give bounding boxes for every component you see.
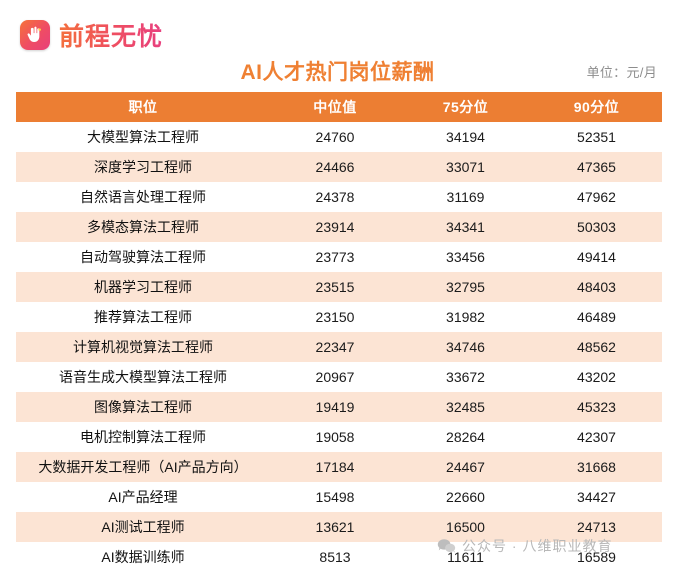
job-title-cell: 深度学习工程师 [16, 152, 270, 182]
p75-value-cell: 28264 [400, 422, 531, 452]
p75-value-cell: 11611 [400, 542, 531, 568]
p75-value-cell: 31169 [400, 182, 531, 212]
table-row: 大数据开发工程师（AI产品方向） 17184 24467 31668 [16, 452, 662, 482]
median-value-cell: 17184 [270, 452, 400, 482]
job-title-cell: 电机控制算法工程师 [16, 422, 270, 452]
p90-value-cell: 46489 [531, 302, 662, 332]
job-title-cell: 大数据开发工程师（AI产品方向） [16, 452, 270, 482]
job-title-cell: 推荐算法工程师 [16, 302, 270, 332]
p75-value-cell: 33071 [400, 152, 531, 182]
p75-value-cell: 32795 [400, 272, 531, 302]
column-header-median: 中位值 [270, 92, 400, 122]
table-row: AI数据训练师 8513 11611 16589 [16, 542, 662, 568]
median-value-cell: 19058 [270, 422, 400, 452]
table-row: 深度学习工程师 24466 33071 47365 [16, 152, 662, 182]
page-title: AI人才热门岗位薪酬 [240, 61, 435, 84]
column-header-p90: 90分位 [531, 92, 662, 122]
median-value-cell: 19419 [270, 392, 400, 422]
table-row: 自然语言处理工程师 24378 31169 47962 [16, 182, 662, 212]
column-header-p75: 75分位 [400, 92, 531, 122]
median-value-cell: 20967 [270, 362, 400, 392]
table-header-row: 职位 中位值 75分位 90分位 [16, 92, 662, 122]
p75-value-cell: 31982 [400, 302, 531, 332]
job-title-cell: AI测试工程师 [16, 512, 270, 542]
job-title-cell: AI数据训练师 [16, 542, 270, 568]
table-row: AI产品经理 15498 22660 34427 [16, 482, 662, 512]
table-row: 推荐算法工程师 23150 31982 46489 [16, 302, 662, 332]
p90-value-cell: 42307 [531, 422, 662, 452]
median-value-cell: 13621 [270, 512, 400, 542]
median-value-cell: 23150 [270, 302, 400, 332]
hand-gesture-icon [20, 20, 50, 50]
job-title-cell: 机器学习工程师 [16, 272, 270, 302]
p90-value-cell: 47962 [531, 182, 662, 212]
p75-value-cell: 34746 [400, 332, 531, 362]
median-value-cell: 8513 [270, 542, 400, 568]
p90-value-cell: 49414 [531, 242, 662, 272]
median-value-cell: 23515 [270, 272, 400, 302]
p75-value-cell: 32485 [400, 392, 531, 422]
median-value-cell: 24760 [270, 122, 400, 152]
p90-value-cell: 16589 [531, 542, 662, 568]
p90-value-cell: 48403 [531, 272, 662, 302]
column-header-job: 职位 [16, 92, 270, 122]
job-title-cell: 大模型算法工程师 [16, 122, 270, 152]
table-row: 多模态算法工程师 23914 34341 50303 [16, 212, 662, 242]
job-title-cell: 计算机视觉算法工程师 [16, 332, 270, 362]
table-row: 电机控制算法工程师 19058 28264 42307 [16, 422, 662, 452]
job-title-cell: 语音生成大模型算法工程师 [16, 362, 270, 392]
p90-value-cell: 24713 [531, 512, 662, 542]
p75-value-cell: 34194 [400, 122, 531, 152]
p75-value-cell: 33456 [400, 242, 531, 272]
p75-value-cell: 24467 [400, 452, 531, 482]
table-row: 语音生成大模型算法工程师 20967 33672 43202 [16, 362, 662, 392]
p75-value-cell: 22660 [400, 482, 531, 512]
p75-value-cell: 34341 [400, 212, 531, 242]
job-title-cell: AI产品经理 [16, 482, 270, 512]
p90-value-cell: 45323 [531, 392, 662, 422]
median-value-cell: 15498 [270, 482, 400, 512]
median-value-cell: 23914 [270, 212, 400, 242]
median-value-cell: 24466 [270, 152, 400, 182]
median-value-cell: 22347 [270, 332, 400, 362]
median-value-cell: 24378 [270, 182, 400, 212]
page-header: 前程无忧 AI人才热门岗位薪酬 单位：元/月 [0, 0, 675, 92]
brand-name: 前程无忧 [59, 17, 163, 53]
table-row: AI测试工程师 13621 16500 24713 [16, 512, 662, 542]
p90-value-cell: 50303 [531, 212, 662, 242]
job-title-cell: 自动驾驶算法工程师 [16, 242, 270, 272]
table-row: 图像算法工程师 19419 32485 45323 [16, 392, 662, 422]
brand-logo: 前程无忧 [20, 17, 163, 53]
p90-value-cell: 31668 [531, 452, 662, 482]
job-title-cell: 多模态算法工程师 [16, 212, 270, 242]
salary-table-container: 职位 中位值 75分位 90分位 大模型算法工程师 24760 34194 52351… [16, 92, 662, 568]
job-title-cell: 自然语言处理工程师 [16, 182, 270, 212]
table-row: 计算机视觉算法工程师 22347 34746 48562 [16, 332, 662, 362]
median-value-cell: 23773 [270, 242, 400, 272]
unit-label: 单位：元/月 [586, 65, 657, 80]
table-row: 大模型算法工程师 24760 34194 52351 [16, 122, 662, 152]
job-title-cell: 图像算法工程师 [16, 392, 270, 422]
p90-value-cell: 43202 [531, 362, 662, 392]
table-body: 大模型算法工程师 24760 34194 52351 深度学习工程师 24466 33071… [16, 122, 662, 568]
table-row: 自动驾驶算法工程师 23773 33456 49414 [16, 242, 662, 272]
p90-value-cell: 34427 [531, 482, 662, 512]
p90-value-cell: 47365 [531, 152, 662, 182]
p75-value-cell: 16500 [400, 512, 531, 542]
salary-table: 职位 中位值 75分位 90分位 大模型算法工程师 24760 34194 52351… [16, 92, 662, 568]
p75-value-cell: 33672 [400, 362, 531, 392]
p90-value-cell: 48562 [531, 332, 662, 362]
p90-value-cell: 52351 [531, 122, 662, 152]
table-row: 机器学习工程师 23515 32795 48403 [16, 272, 662, 302]
